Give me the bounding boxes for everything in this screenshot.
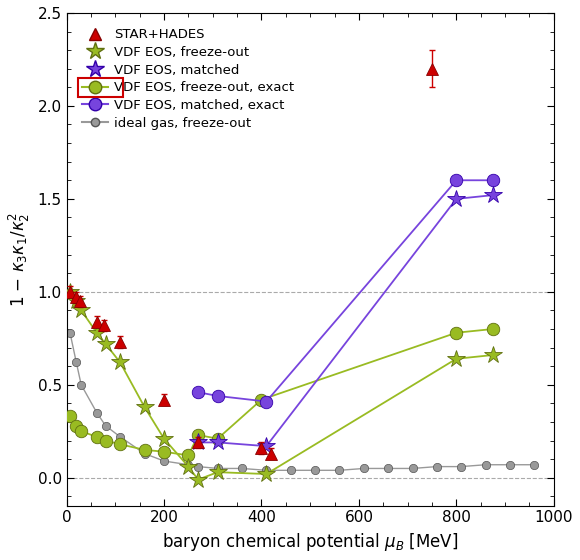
Y-axis label: 1 $-$ $\kappa_3\kappa_1/\kappa_2^2$: 1 $-$ $\kappa_3\kappa_1/\kappa_2^2$ <box>7 212 32 307</box>
Legend: STAR+HADES, VDF EOS, freeze-out, VDF EOS, matched, VDF EOS, freeze-out, exact, V: STAR+HADES, VDF EOS, freeze-out, VDF EOS… <box>78 25 298 133</box>
X-axis label: baryon chemical potential $\mu_B$ [MeV]: baryon chemical potential $\mu_B$ [MeV] <box>162 531 458 553</box>
